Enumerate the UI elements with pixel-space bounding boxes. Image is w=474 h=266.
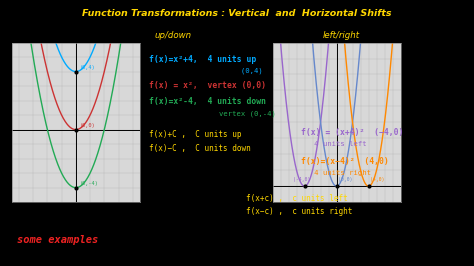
Text: f(x)−C ,  C units down: f(x)−C , C units down	[149, 144, 251, 153]
Text: (0,0): (0,0)	[338, 177, 353, 182]
Text: (-4,0): (-4,0)	[292, 177, 310, 182]
Text: 4 units right: 4 units right	[301, 170, 371, 176]
Text: f(x)=(x−4)²  (4,0): f(x)=(x−4)² (4,0)	[301, 157, 389, 166]
Text: left/right: left/right	[323, 31, 360, 40]
Text: (0,-4): (0,-4)	[80, 181, 99, 186]
Text: some examples: some examples	[17, 235, 98, 246]
Text: f(x−c) ,  c units right: f(x−c) , c units right	[246, 207, 353, 217]
Text: f(x)+C ,  C units up: f(x)+C , C units up	[149, 130, 242, 139]
Text: f(x) = (x+4)²  (−4,0): f(x) = (x+4)² (−4,0)	[301, 128, 403, 137]
Text: f(x)=x²+4,  4 units up: f(x)=x²+4, 4 units up	[149, 55, 256, 64]
Text: up/down: up/down	[155, 31, 191, 40]
Text: f(x+c) ,  c units left: f(x+c) , c units left	[246, 194, 348, 203]
Text: 4 units left: 4 units left	[301, 141, 366, 147]
Text: f(x) = x²,  vertex (0,0): f(x) = x², vertex (0,0)	[149, 81, 266, 90]
Text: (0,4): (0,4)	[149, 68, 263, 74]
Text: Function Transformations : Vertical  and  Horizontal Shifts: Function Transformations : Vertical and …	[82, 9, 392, 18]
Text: (0,4): (0,4)	[80, 65, 96, 70]
Text: (0,0): (0,0)	[80, 123, 96, 128]
Text: (4,0): (4,0)	[370, 177, 384, 182]
Text: f(x)=x²-4,  4 units down: f(x)=x²-4, 4 units down	[149, 97, 266, 106]
Text: vertex (0,-4): vertex (0,-4)	[149, 110, 276, 117]
